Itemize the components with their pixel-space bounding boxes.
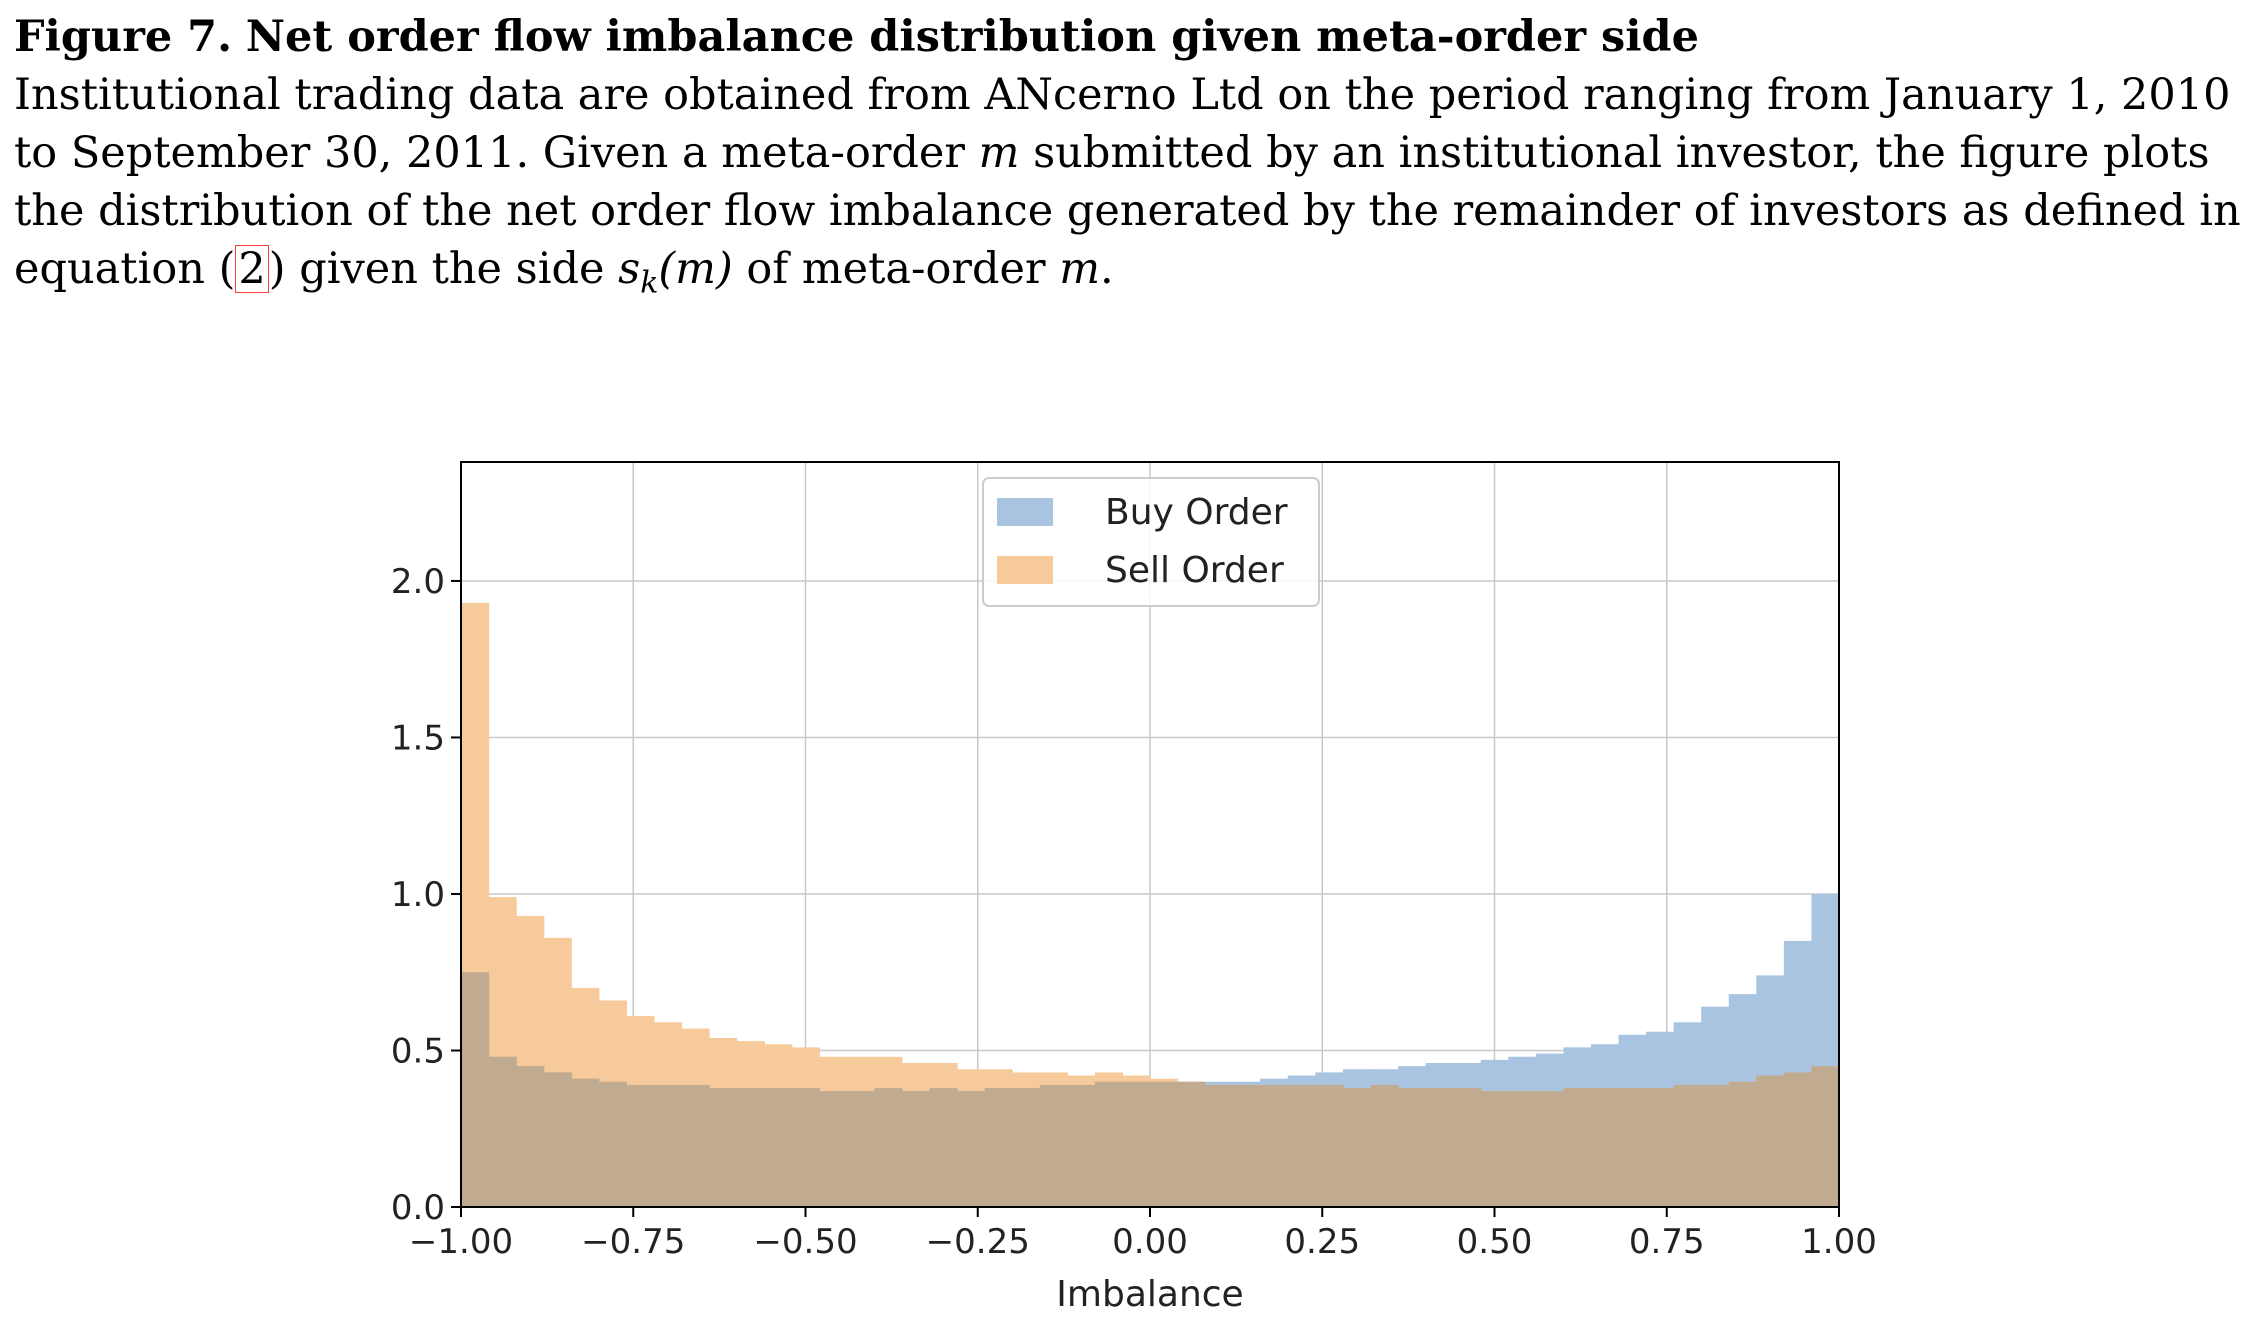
overlap-bar — [1012, 1088, 1041, 1207]
overlap-bar — [571, 1078, 600, 1207]
legend-label: Sell Order — [1105, 550, 1284, 591]
bars-layer — [461, 602, 1840, 1207]
caption-text-3: given the side — [299, 244, 605, 294]
equation-ref-close: ) — [268, 244, 286, 294]
equation-ref-open: ( — [218, 244, 236, 294]
overlap-bar — [1287, 1084, 1316, 1207]
overlap-bar — [1150, 1081, 1179, 1207]
x-tick-label: 1.00 — [1801, 1222, 1877, 1262]
overlap-bar — [957, 1091, 986, 1207]
overlap-bar — [1728, 1081, 1757, 1207]
overlap-bar — [929, 1088, 958, 1207]
legend-swatch — [997, 498, 1053, 526]
overlap-bar — [1811, 1066, 1840, 1207]
y-tick-label: 1.5 — [391, 718, 445, 758]
overlap-bar — [1453, 1088, 1482, 1207]
math-side-arg: (m) — [658, 244, 733, 294]
overlap-bar — [1315, 1084, 1344, 1207]
overlap-bar — [1618, 1088, 1647, 1207]
overlap-bar — [819, 1091, 848, 1207]
overlap-bar — [1783, 1072, 1813, 1207]
overlap-bar — [1260, 1084, 1289, 1207]
overlap-bar — [1232, 1084, 1261, 1207]
overlap-bar — [764, 1088, 793, 1207]
overlap-bar — [1590, 1088, 1620, 1207]
legend-label: Buy Order — [1105, 492, 1288, 533]
overlap-bar — [1646, 1088, 1675, 1207]
overlap-bar — [1039, 1084, 1068, 1207]
overlap-bar — [1067, 1084, 1096, 1207]
figure-title-text: Net order flow imbalance distribution gi… — [245, 12, 1699, 62]
x-tick-label: 0.75 — [1629, 1222, 1705, 1262]
math-var-m-2: m — [1059, 244, 1100, 294]
x-tick-label: −1.00 — [409, 1222, 513, 1262]
overlap-bar — [1673, 1084, 1702, 1207]
legend-swatch — [997, 556, 1053, 584]
x-axis-label: Imbalance — [1056, 1274, 1243, 1315]
overlap-bar — [516, 1066, 545, 1207]
x-tick-label: −0.50 — [753, 1222, 857, 1262]
figure-caption: Figure 7. Net order flow imbalance distr… — [14, 8, 2244, 313]
overlap-bar — [791, 1088, 820, 1207]
overlap-bar — [543, 1072, 572, 1207]
overlap-bar — [846, 1091, 875, 1207]
math-side: sk(m) — [618, 244, 733, 301]
overlap-bar — [1122, 1081, 1151, 1207]
overlap-bar — [1701, 1084, 1730, 1207]
overlap-bar — [1563, 1088, 1592, 1207]
y-tick-label: 0.0 — [391, 1188, 445, 1228]
overlap-bar — [681, 1084, 710, 1207]
overlap-bar — [1425, 1088, 1454, 1207]
overlap-bar — [1756, 1075, 1785, 1207]
x-tick-label: 0.25 — [1284, 1222, 1360, 1262]
overlap-series — [461, 972, 1840, 1207]
overlap-bar — [1370, 1084, 1399, 1207]
overlap-bar — [1398, 1088, 1427, 1207]
y-tick-label: 1.0 — [391, 875, 445, 915]
overlap-bar — [874, 1088, 903, 1207]
overlap-bar — [598, 1081, 627, 1207]
legend: Buy Order Sell Order — [982, 477, 1320, 607]
caption-text-2: submitted by an institutional investor, … — [14, 128, 2241, 294]
overlap-bar — [1342, 1088, 1372, 1207]
caption-body: Institutional trading data are obtained … — [14, 66, 2244, 313]
math-side-var: s — [618, 244, 641, 294]
overlap-bar — [461, 972, 490, 1207]
overlap-bar — [488, 1056, 517, 1207]
x-tick-label: 0.00 — [1112, 1222, 1188, 1262]
y-tick-label: 2.0 — [391, 562, 445, 602]
axes-layer: −1.00 −0.75 −0.50 −0.25 0.00 0.25 0.50 0.75 1.00… — [391, 461, 1877, 1262]
overlap-bar — [709, 1088, 738, 1207]
overlap-bar — [1177, 1081, 1206, 1207]
math-side-sub: k — [640, 265, 659, 301]
overlap-bar — [984, 1088, 1013, 1207]
legend-box — [982, 477, 1320, 607]
figure-label: Figure 7. — [14, 12, 233, 62]
overlap-bar — [1535, 1091, 1564, 1207]
overlap-bar — [736, 1088, 765, 1207]
figure-title: Figure 7. Net order flow imbalance distr… — [14, 8, 2244, 66]
overlap-bar — [1205, 1084, 1234, 1207]
math-var-m: m — [978, 128, 1020, 178]
y-tick-label: 0.5 — [391, 1031, 445, 1071]
overlap-bar — [1094, 1081, 1124, 1207]
caption-text-5: . — [1099, 244, 1114, 294]
caption-text-4: of meta-order — [746, 244, 1046, 294]
overlap-bar — [626, 1084, 655, 1207]
overlap-bar — [901, 1091, 931, 1207]
x-tick-label: −0.75 — [581, 1222, 685, 1262]
x-tick-label: 0.50 — [1457, 1222, 1533, 1262]
overlap-bar — [1508, 1091, 1537, 1207]
x-tick-label: −0.25 — [926, 1222, 1030, 1262]
equation-ref-link[interactable]: 2 — [235, 245, 269, 293]
overlap-bar — [1480, 1091, 1509, 1207]
caption-text-1: Institutional trading data are obtained … — [14, 70, 2231, 178]
overlap-bar — [653, 1084, 683, 1207]
